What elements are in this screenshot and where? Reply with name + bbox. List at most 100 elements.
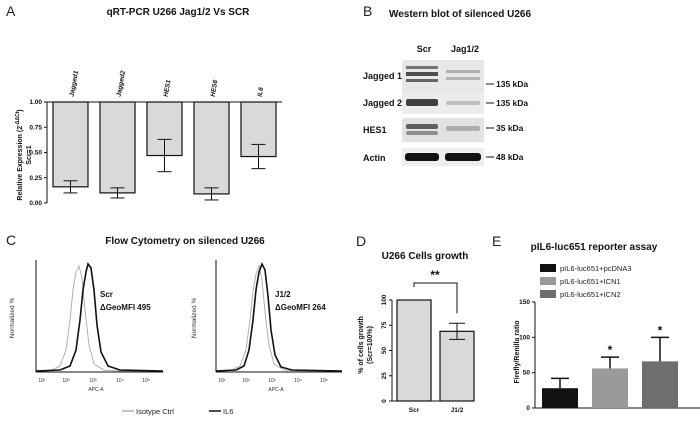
category-label: J1/2 (451, 407, 464, 414)
kda-label: 135 kDa (496, 98, 528, 108)
legend-label: pIL6-luc651+ICN1 (560, 277, 621, 286)
flow-ylabel: Normalized % (191, 298, 198, 339)
y-tick-label: 50 (523, 370, 531, 377)
panel-label-e: E (492, 233, 501, 249)
band (406, 131, 438, 135)
category-label: Jagged2 (116, 70, 128, 98)
significance-bracket (413, 282, 458, 314)
band (445, 153, 481, 161)
category-label: IL6 (257, 87, 266, 98)
lane-label-jag12: Jag1/2 (451, 44, 479, 54)
flow-stat-label: ΔGeoMFI 495 (100, 303, 151, 312)
bar (642, 361, 678, 408)
y-tick-label: 25 (381, 372, 388, 380)
bar (193, 101, 230, 195)
lane-label-scr: Scr (417, 44, 432, 54)
category-label: HES1 (163, 79, 173, 97)
x-tick: 10⁵ (320, 378, 328, 384)
legend-swatch (540, 277, 556, 285)
x-tick: 10⁵ (142, 378, 150, 384)
legend-label: pIL6-luc651+ICN2 (560, 290, 621, 299)
y-tick-label: 0.50 (29, 150, 42, 157)
bar (52, 101, 89, 188)
panel-d-ylabel-2: (Scr=100%) (367, 326, 374, 364)
il6-histogram (35, 262, 164, 372)
bar (439, 330, 475, 402)
panel-a-title: qRT-PCR U266 Jag1/2 Vs SCR (107, 7, 251, 18)
isotype-histogram (215, 264, 342, 372)
bar (592, 368, 628, 408)
panel-label-d: D (356, 233, 366, 249)
band (406, 124, 438, 129)
legend-label-isotype: Isotype Ctrl (136, 407, 174, 416)
flow-subplot-j12: Normalized % 10¹ 10² 10³ 10⁴ 10⁵ APC-A J… (191, 260, 343, 393)
band (406, 79, 438, 82)
significance-label: * (658, 323, 663, 337)
flow-ylabel: Normalized % (9, 298, 16, 339)
panel-a-chart: qRT-PCR U266 Jag1/2 Vs SCR Relative Expr… (15, 7, 282, 207)
y-tick-label: 0 (526, 405, 530, 412)
svg-text:Relative Expression (2-ΔΔCt): Relative Expression (2-ΔΔCt) (15, 109, 24, 200)
significance-label: ** (430, 268, 440, 282)
bands-actin (405, 153, 481, 161)
band (446, 77, 480, 80)
legend-label: pIL6-luc651+pcDNA3 (560, 264, 632, 273)
panel-c-flow-cytometry: Flow Cytometry on silenced U266 Normaliz… (9, 236, 343, 416)
panel-e-ylabel: Firefly/Renilla ratio (514, 320, 521, 383)
y-tick-label: 0 (381, 399, 388, 403)
kda-label: 48 kDa (496, 152, 524, 162)
y-tick-label: 0.75 (29, 124, 42, 131)
y-tick-label: 1.00 (29, 99, 42, 106)
il6-histogram (215, 262, 343, 372)
blot-row-label: HES1 (363, 125, 387, 135)
panel-d-ylabel: % of cells growth (358, 316, 365, 374)
panel-c-title: Flow Cytometry on silenced U266 (105, 236, 265, 247)
panel-e-chart: pIL6-luc651 reporter assay Firefly/Renil… (514, 242, 700, 412)
x-tick: 10² (62, 378, 70, 384)
x-tick: 10⁴ (294, 378, 302, 384)
legend-swatch (540, 264, 556, 272)
flow-stat-label: ΔGeoMFI 264 (275, 303, 326, 312)
kda-label: 135 kDa (496, 79, 528, 89)
flow-subplot-scr: Normalized % 10¹ 10² 10³ 10⁴ 10⁵ APC-A S… (9, 260, 164, 393)
x-tick: 10² (242, 378, 250, 384)
bar (542, 388, 578, 408)
band (446, 70, 480, 73)
flow-sample-label: J1/2 (275, 290, 291, 299)
y-tick-label: 100 (381, 294, 388, 305)
bands-hes1 (406, 124, 480, 135)
category-label: HES6 (210, 79, 220, 97)
y-tick-label: 0.00 (29, 200, 42, 207)
bands-jagged2 (406, 99, 480, 106)
y-tick-label: 0.25 (29, 175, 42, 182)
y-tick-label: 100 (519, 334, 530, 341)
y-tick-label: 75 (381, 321, 388, 329)
x-tick: 10⁴ (116, 378, 124, 384)
blot-row-label: Jagged 1 (363, 71, 402, 81)
flow-legend: Isotype Ctrl IL6 (122, 407, 233, 416)
x-tick: 10¹ (38, 378, 46, 384)
x-tick: 10³ (268, 378, 276, 384)
bar (99, 101, 136, 194)
flow-sample-label: Scr (100, 290, 113, 299)
panel-e-title: pIL6-luc651 reporter assay (531, 242, 658, 253)
isotype-histogram (35, 264, 163, 372)
y-tick-label: 150 (519, 299, 530, 306)
y-tick-label: 50 (381, 347, 388, 355)
bar (396, 299, 432, 402)
band (406, 66, 438, 69)
panel-label-b: B (363, 3, 372, 19)
band (446, 126, 480, 131)
panel-label-a: A (6, 3, 16, 19)
category-label: Scr (409, 407, 420, 414)
panel-label-c: C (6, 232, 16, 248)
band (406, 99, 438, 106)
blot-strip-jagged2 (402, 92, 484, 114)
blot-row-label: Actin (363, 153, 386, 163)
category-label: Jagged1 (69, 70, 81, 98)
bands-jagged1 (406, 66, 480, 82)
blot-row-label: Jagged 2 (363, 98, 402, 108)
panel-a-ylabel: Relative Expression (2-ΔΔCt) (15, 109, 24, 200)
band (446, 101, 480, 105)
